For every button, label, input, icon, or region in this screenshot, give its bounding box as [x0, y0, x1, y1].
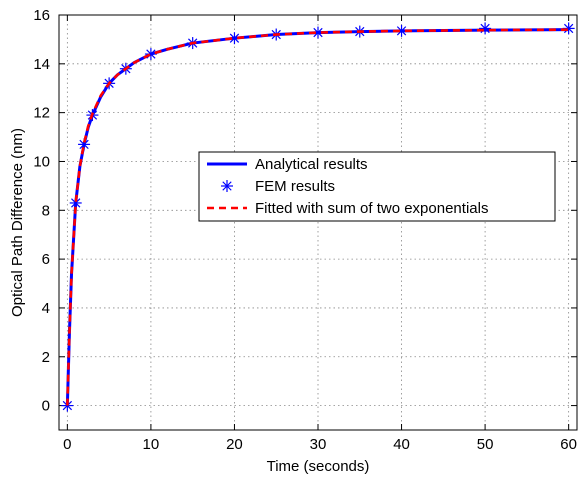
y-tick-label: 12 [33, 105, 50, 122]
y-tick-label: 2 [42, 349, 50, 366]
x-tick-label: 10 [143, 436, 160, 453]
y-tick-label: 10 [33, 153, 50, 170]
legend-entry-label: Fitted with sum of two exponentials [255, 200, 488, 217]
fitted-series-line [66, 28, 569, 406]
x-tick-label: 40 [393, 436, 410, 453]
y-tick-label: 6 [42, 251, 50, 268]
legend-box [198, 151, 556, 222]
y-tick-label: 0 [42, 398, 50, 415]
axis-ticks [59, 14, 577, 430]
x-tick-label: 50 [477, 436, 494, 453]
x-tick-label: 60 [560, 436, 577, 453]
x-tick-label: 20 [226, 436, 243, 453]
legend-marker [221, 180, 233, 192]
y-tick-label: 16 [33, 7, 50, 24]
x-tick-label: 0 [63, 436, 71, 453]
y-tick-label: 8 [42, 202, 50, 219]
legend-entry-label: FEM results [255, 178, 335, 195]
legend-entry-label: Analytical results [255, 156, 368, 173]
series-layer [61, 22, 575, 412]
y-axis-label: Optical Path Difference (nm) [9, 128, 26, 317]
grid-lines [59, 14, 577, 430]
y-tick-labels: 0 2 4 6 8 10 12 14 16 [33, 7, 50, 415]
fem-point [395, 24, 408, 37]
x-tick-labels: 0 10 20 30 40 50 60 [63, 436, 577, 453]
fem-point [479, 22, 492, 35]
y-tick-label: 4 [42, 300, 50, 317]
x-axis-label: Time (seconds) [267, 458, 370, 475]
legend: Analytical results FEM results Fitted with… [198, 151, 556, 222]
x-tick-label: 30 [310, 436, 327, 453]
y-tick-label: 14 [33, 56, 50, 73]
